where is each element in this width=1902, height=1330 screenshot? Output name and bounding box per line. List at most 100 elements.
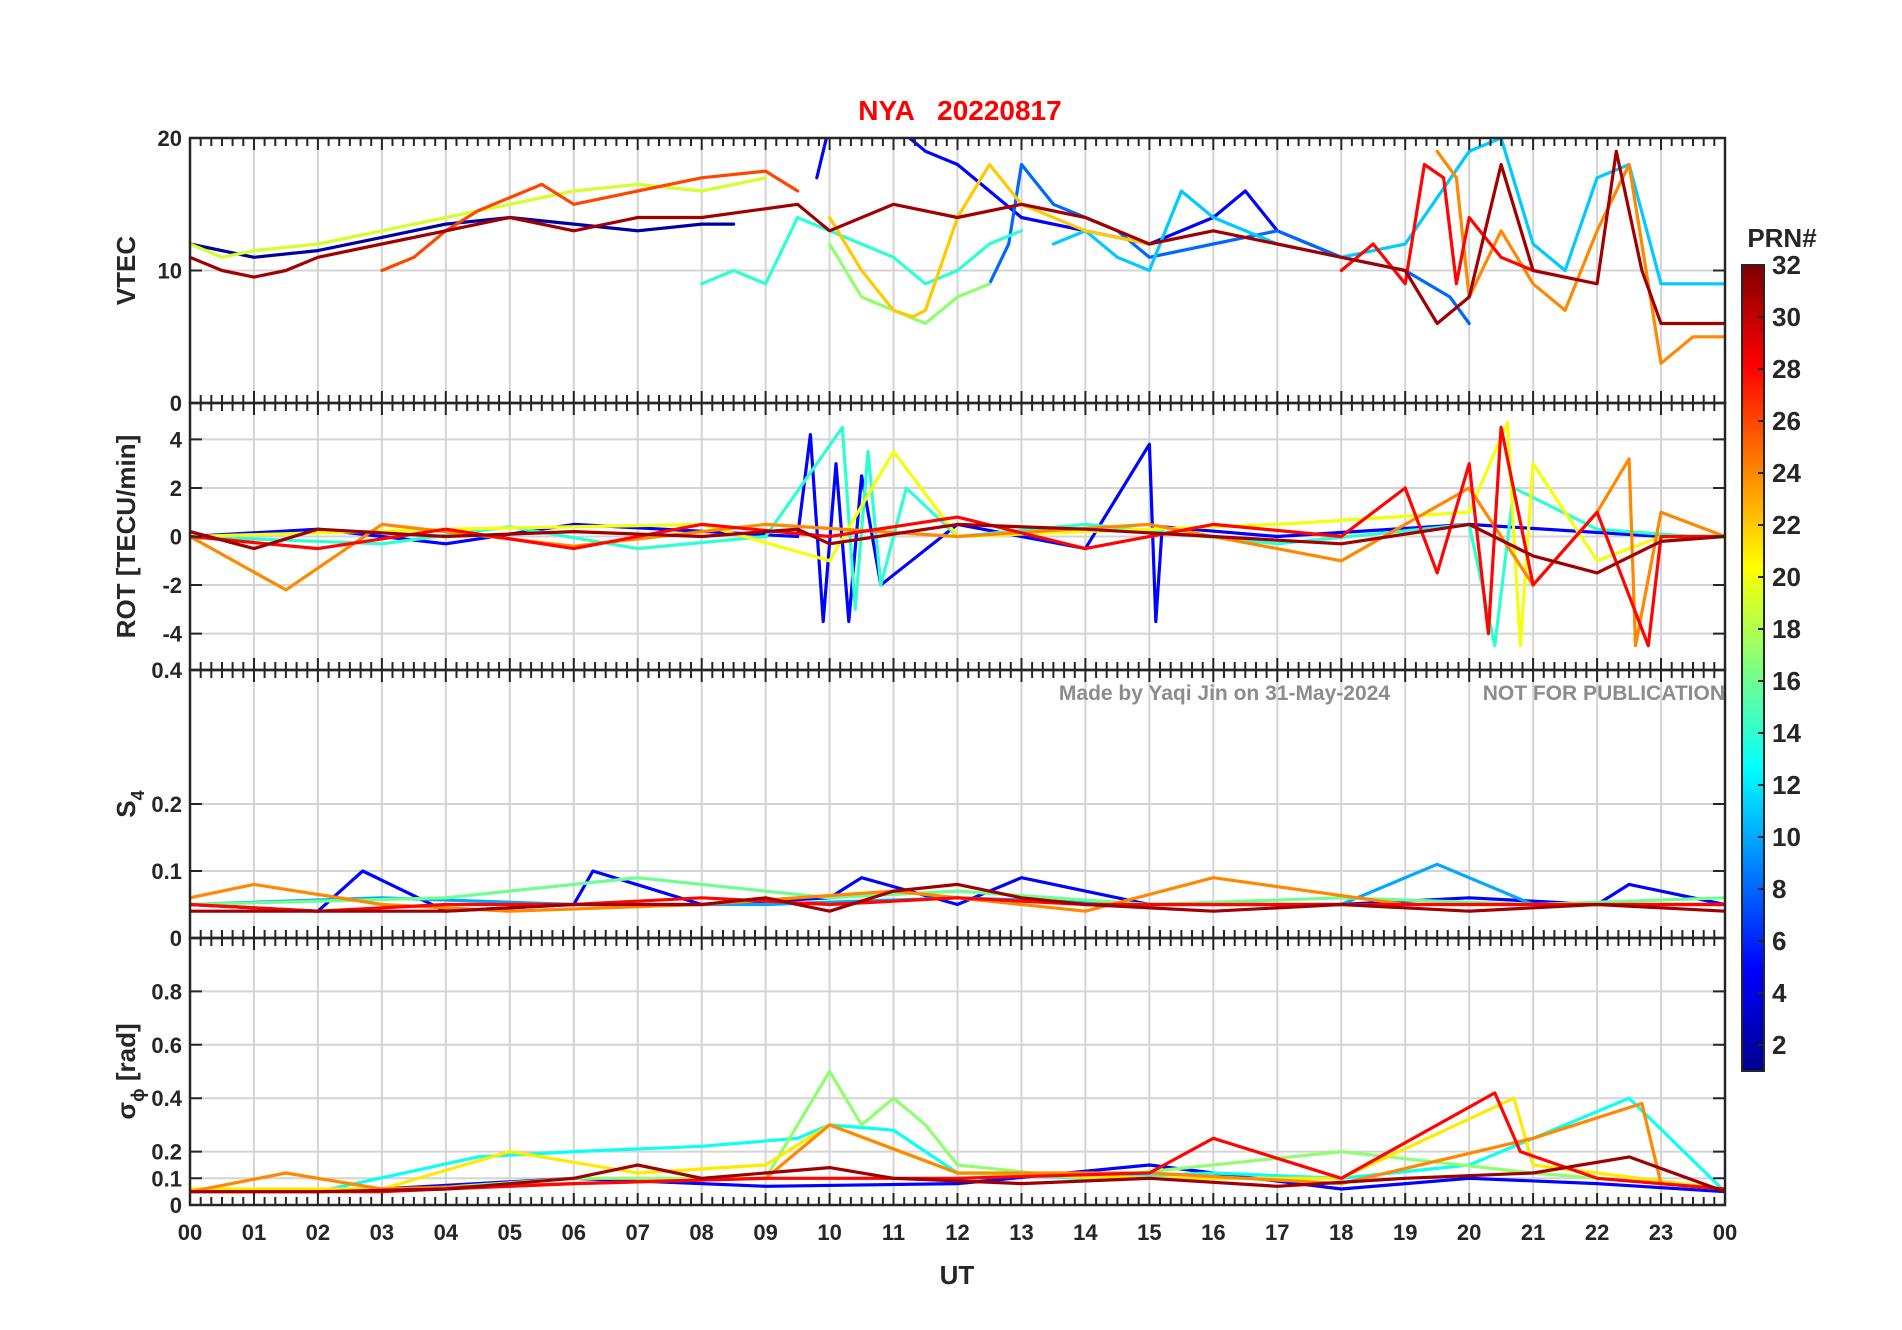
colorbar-tick-label: 18 (1772, 614, 1801, 644)
x-tick-label: 07 (625, 1220, 649, 1245)
x-tick-label: 00 (178, 1220, 202, 1245)
panel-sigma-series (190, 1069, 1725, 1194)
x-tick-label: 19 (1393, 1220, 1417, 1245)
y-tick-label: 0 (170, 391, 182, 416)
series-line-prn-31 (190, 522, 1725, 575)
series-line-prn-14 (700, 215, 1024, 286)
x-axis-label: UT (940, 1260, 975, 1290)
x-tick-label: 00 (1713, 1220, 1737, 1245)
series-line-prn-16 (190, 876, 1725, 907)
y-tick-label: 0 (170, 525, 182, 550)
panel-rot-ticks (189, 403, 1726, 670)
y-tick-label: 0.1 (151, 1166, 182, 1191)
x-tick-label: 13 (1009, 1220, 1033, 1245)
x-tick-label: 09 (753, 1220, 777, 1245)
y-tick-label: 0.1 (151, 859, 182, 884)
chart-title: NYA 20220817 (858, 95, 1061, 126)
panel-vtec: 0 10 20 VTEC (111, 126, 1727, 416)
y-tick-label: 4 (170, 427, 183, 452)
panel-sigma-y-label: σϕ [rad] (111, 1023, 148, 1119)
y-tick-label: 20 (158, 126, 182, 151)
x-tick-label: 02 (306, 1220, 330, 1245)
panel-s4-ticks (189, 669, 1726, 939)
series-line-prn-2 (190, 215, 736, 259)
series-line-prn-28 (190, 1091, 1725, 1194)
y-tick-label: 0.8 (151, 979, 182, 1004)
panel-sigma-grid (189, 938, 1726, 1206)
series-line-prn-24 (1435, 149, 1725, 365)
colorbar-tick-label: 2 (1772, 1030, 1786, 1060)
x-tick-label: 04 (434, 1220, 459, 1245)
panel-s4: 0 0.1 0.2 0.4 S4 (111, 658, 1727, 951)
colorbar-tick-label: 4 (1772, 978, 1787, 1008)
colorbar-tick-label: 10 (1772, 822, 1801, 852)
panel-rot: -4 -2 0 2 4 ROT [TECU/min] (111, 401, 1727, 672)
x-tick-label: 10 (817, 1220, 841, 1245)
series-line-prn-31 (190, 882, 1725, 913)
series-line-prn-24 (190, 457, 1725, 648)
y-tick-label: 0.4 (151, 658, 182, 683)
colorbar-gradient (1741, 264, 1765, 1072)
series-line-prn-28 (190, 896, 1725, 913)
colorbar-label: PRN# (1747, 223, 1817, 253)
panel-vtec-y-label: VTEC (111, 236, 141, 306)
y-tick-label: 0 (170, 1193, 182, 1218)
x-tick-label: 11 (882, 1220, 905, 1245)
series-line-prn-28 (190, 425, 1725, 648)
colorbar-tick-label: 22 (1772, 510, 1801, 540)
y-tick-label: 10 (158, 259, 182, 284)
colorbar-tick-label: 26 (1772, 406, 1801, 436)
y-tick-label: 0.6 (151, 1033, 182, 1058)
colorbar-tick-label: 14 (1772, 718, 1801, 748)
panel-vtec-ticks (189, 137, 1726, 404)
x-tick-label: 03 (370, 1220, 394, 1245)
series-line-prn-31 (190, 1155, 1725, 1194)
colorbar-tick-label: 8 (1772, 874, 1786, 904)
x-tick-label: 15 (1137, 1220, 1161, 1245)
x-tick-label: 05 (498, 1220, 522, 1245)
series-line-prn-13 (190, 1096, 1725, 1194)
x-tick-label: 18 (1329, 1220, 1353, 1245)
panel-sigma-ticks (189, 938, 1726, 1206)
series-line-prn-26 (380, 169, 800, 273)
y-tick-label: 2 (170, 476, 182, 501)
x-tick-label: 06 (562, 1220, 586, 1245)
x-tick-labels: 00 01 02 03 04 05 06 07 08 09 10 11 12 13 14 15 16 17 18 19… (178, 1220, 1737, 1245)
x-tick-label: 08 (689, 1220, 713, 1245)
panel-rot-y-label: ROT [TECU/min] (111, 435, 141, 639)
colorbar-tick-label: 16 (1772, 666, 1801, 696)
x-tick-label: 21 (1521, 1220, 1545, 1245)
x-tick-label: 20 (1457, 1220, 1481, 1245)
y-tick-label: -4 (162, 622, 182, 647)
colorbar-tick-label: 24 (1772, 458, 1801, 488)
panel-s4-series (190, 862, 1725, 913)
panel-rot-series (190, 420, 1725, 648)
panel-s4-y-label: S4 (111, 790, 148, 817)
x-tick-label: 23 (1649, 1220, 1673, 1245)
y-tick-label: 0 (170, 926, 182, 951)
y-tick-label: 0.4 (151, 1086, 182, 1111)
panel-sigma: 00.10.2 0.4 0.6 0.8σϕ [rad] (111, 936, 1727, 1218)
series-line-prn-5 (815, 138, 1343, 259)
colorbar-tick-label: 28 (1772, 354, 1801, 384)
series-line-prn-22 (827, 162, 1152, 319)
y-tick-label: -2 (162, 573, 182, 598)
x-tick-label: 12 (945, 1220, 969, 1245)
x-tick-label: 17 (1265, 1220, 1289, 1245)
x-tick-label: 16 (1201, 1220, 1225, 1245)
x-tick-label: 14 (1073, 1220, 1098, 1245)
series-line-prn-11 (1051, 138, 1725, 286)
colorbar-tick-label: 32 (1772, 250, 1801, 280)
y-tick-label: 0.2 (151, 792, 182, 817)
x-tick-label: 01 (242, 1220, 266, 1245)
colorbar-tick-label: 12 (1772, 770, 1801, 800)
colorbar-tick-label: 20 (1772, 562, 1801, 592)
series-line-prn-8 (987, 162, 1471, 326)
series-line-prn-28 (1339, 162, 1535, 286)
series-line-prn-31 (190, 149, 1725, 326)
panel-vtec-series (190, 138, 1725, 365)
colorbar-tick-label: 6 (1772, 926, 1786, 956)
